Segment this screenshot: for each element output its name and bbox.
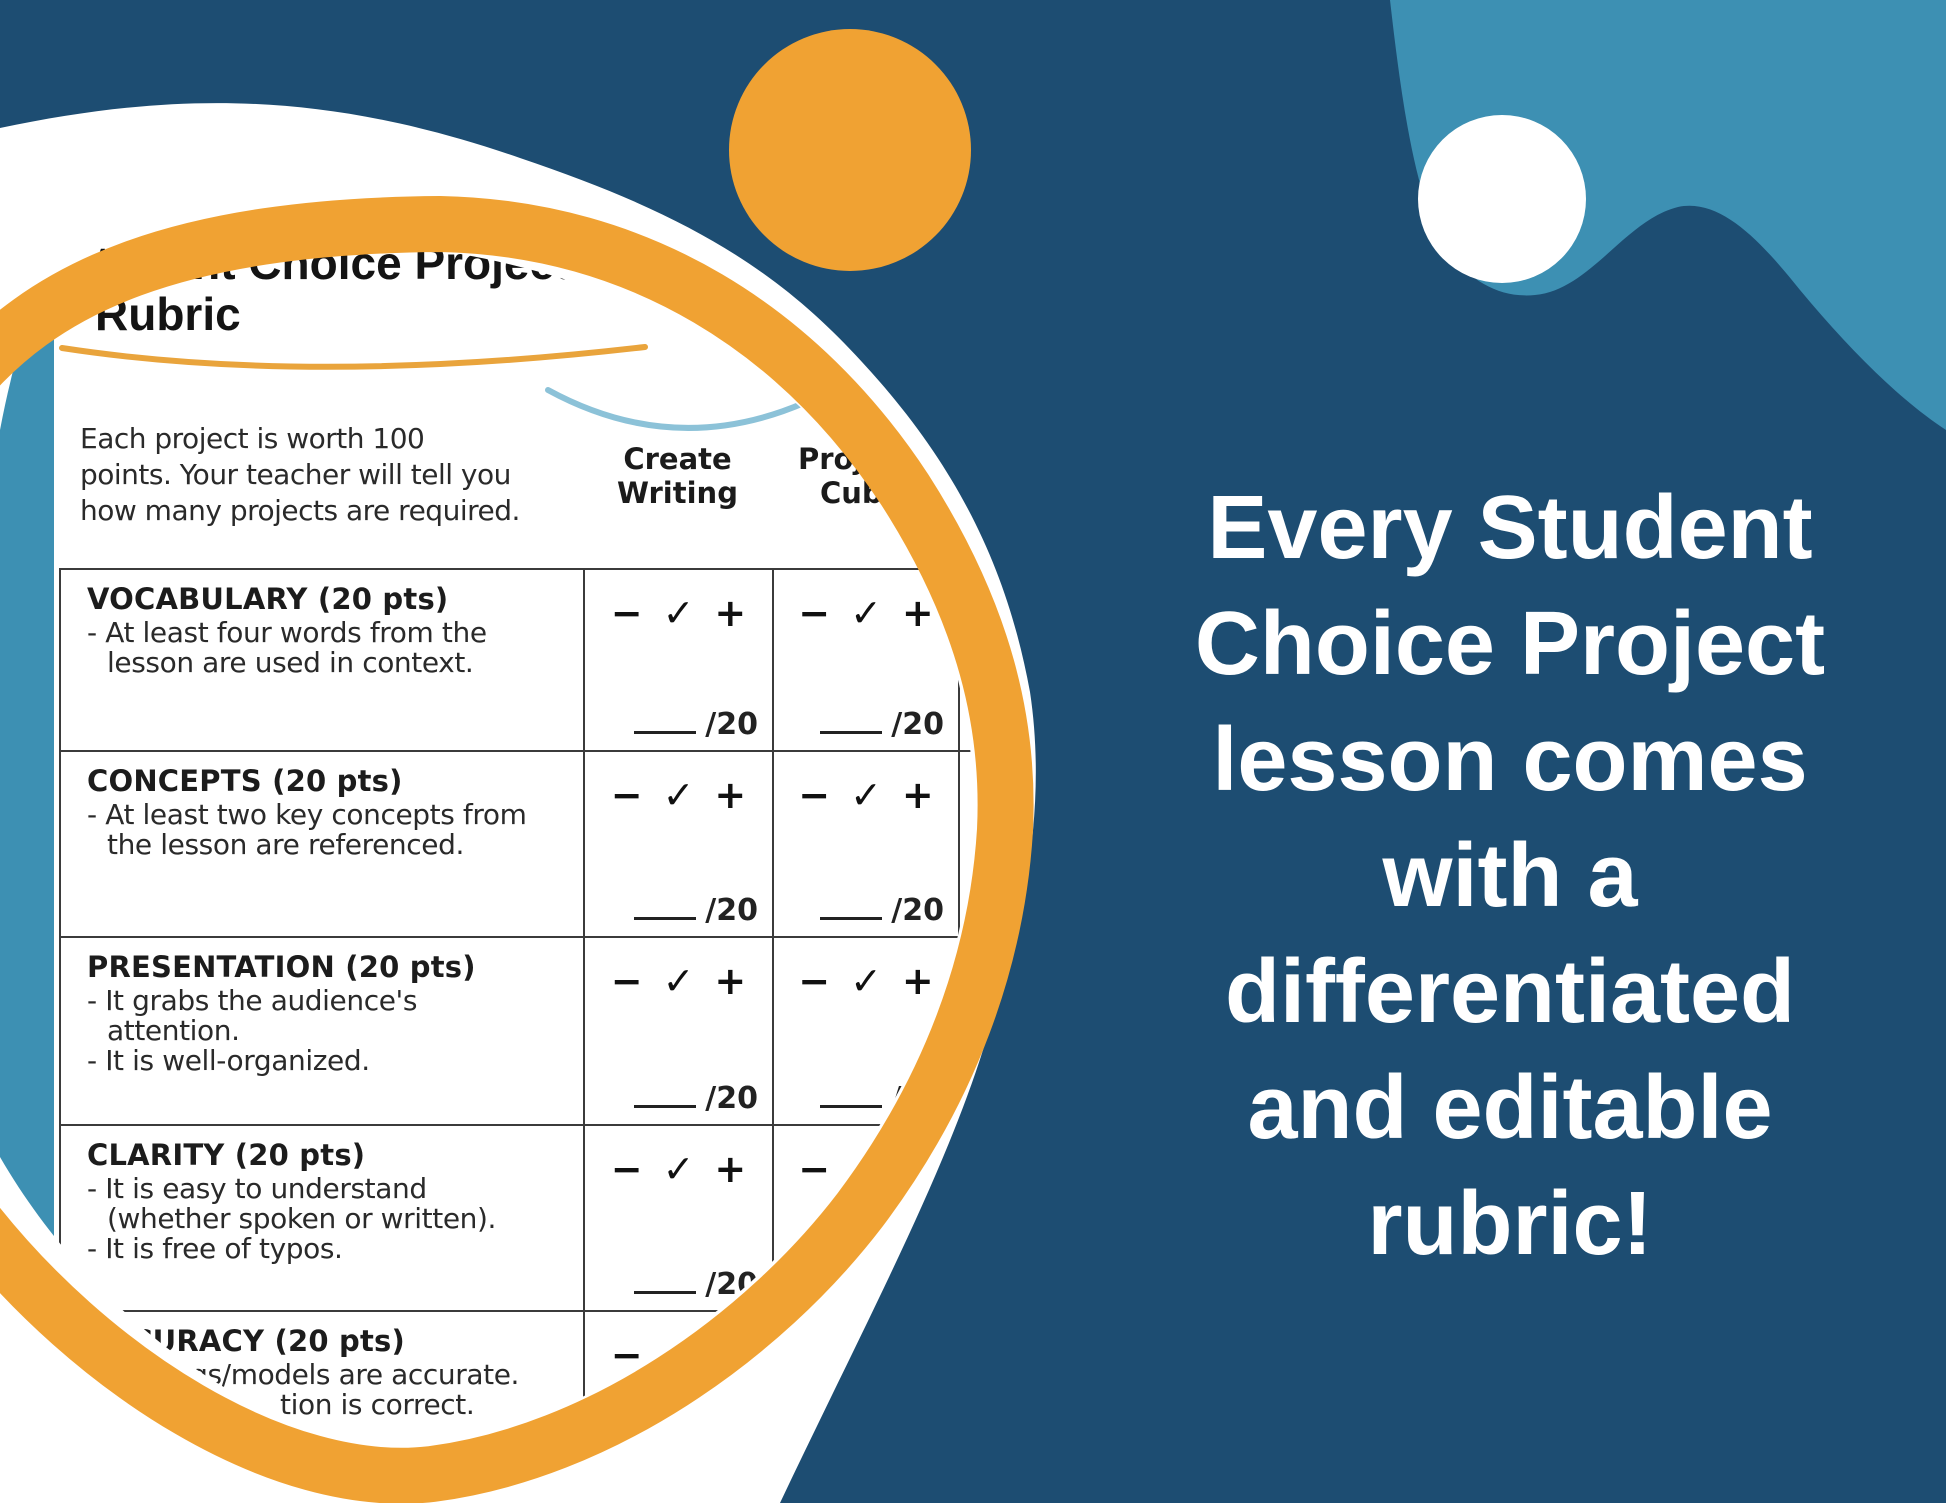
score-cell: − ✓ + /20	[585, 570, 774, 752]
minus-mark-icon: −	[610, 591, 643, 635]
check-mark-icon: ✓	[850, 959, 882, 1003]
plus-mark-icon: +	[714, 959, 747, 1003]
plus-mark-icon: +	[901, 773, 934, 817]
plus-mark-icon: +	[714, 773, 747, 817]
intro-line: points. Your teacher will tell you	[80, 458, 511, 491]
score-blank: /20	[634, 893, 758, 928]
score-blank-line	[634, 1097, 696, 1108]
score-blank-line	[634, 909, 696, 920]
criteria-clarity: CLARITY (20 pts) - It is easy to underst…	[61, 1126, 585, 1312]
headline-line: rubric!	[1367, 1174, 1653, 1274]
headline-line: Choice Project	[1194, 594, 1826, 694]
headline-text: Every Student Choice Project lesson come…	[1010, 470, 1946, 1282]
headline-line: lesson comes	[1212, 710, 1808, 810]
score-blank-line	[820, 909, 882, 920]
intro-line: how many projects are required.	[80, 494, 520, 527]
score-cell: − ✓ + /20	[774, 752, 960, 938]
score-blank-line	[634, 1283, 696, 1294]
score-blank: /20	[820, 893, 944, 928]
check-mark-icon: ✓	[662, 591, 695, 635]
check-mark-icon: ✓	[662, 1147, 695, 1191]
score-blank: /20	[634, 1081, 758, 1116]
minus-mark-icon: −	[798, 1147, 831, 1191]
headline-line: differentiated	[1224, 942, 1796, 1042]
orange-swoosh	[62, 347, 645, 367]
minus-mark-icon: −	[798, 591, 831, 635]
check-mark-icon: ✓	[662, 959, 695, 1003]
white-blob-shape	[0, 103, 1036, 1503]
intro-line: Each project is worth 100	[80, 422, 425, 455]
minus-mark-icon: −	[610, 773, 643, 817]
minus-mark-icon: −	[798, 773, 831, 817]
criteria-vocabulary: VOCABULARY (20 pts) - At least four word…	[61, 570, 585, 752]
score-blank: /20	[820, 707, 944, 742]
minus-mark-icon: −	[610, 959, 643, 1003]
check-mark-icon: ✓	[850, 591, 882, 635]
orange-dot-circle	[729, 29, 971, 271]
plus-mark-icon: +	[901, 591, 934, 635]
score-blank-line	[820, 723, 882, 734]
score-cell: − ✓ + /20	[585, 1126, 774, 1312]
score-cell: − ✓ + /20	[774, 570, 960, 752]
score-blank-line	[634, 723, 696, 734]
criteria-concepts: CONCEPTS (20 pts) - At least two key con…	[61, 752, 585, 938]
headline-line: Every Student	[1207, 478, 1813, 578]
check-mark-icon: ✓	[850, 773, 882, 817]
minus-mark-icon: −	[798, 959, 831, 1003]
headline-line: with a	[1382, 826, 1638, 926]
headline-line: and editable	[1247, 1058, 1773, 1158]
score-cell: − ✓ + /20	[585, 752, 774, 938]
plus-mark-icon: +	[714, 591, 747, 635]
intro-paragraph: Each project is worth 100 points. Your t…	[80, 421, 520, 529]
check-mark-icon: ✓	[662, 773, 695, 817]
minus-mark-icon: −	[610, 1147, 643, 1191]
white-dot-circle	[1418, 115, 1586, 283]
orange-ring	[0, 195, 1034, 1503]
score-blank-line	[820, 1097, 882, 1108]
plus-mark-icon: +	[714, 1147, 747, 1191]
column-header-create-writing: Create Writing	[617, 442, 738, 510]
score-blank: /20	[634, 707, 758, 742]
teal-wave-shape	[1390, 0, 1946, 430]
criteria-presentation: PRESENTATION (20 pts) - It grabs the aud…	[61, 938, 585, 1126]
plus-mark-icon: +	[901, 959, 934, 1003]
score-cell: − ✓ + /20	[585, 938, 774, 1126]
